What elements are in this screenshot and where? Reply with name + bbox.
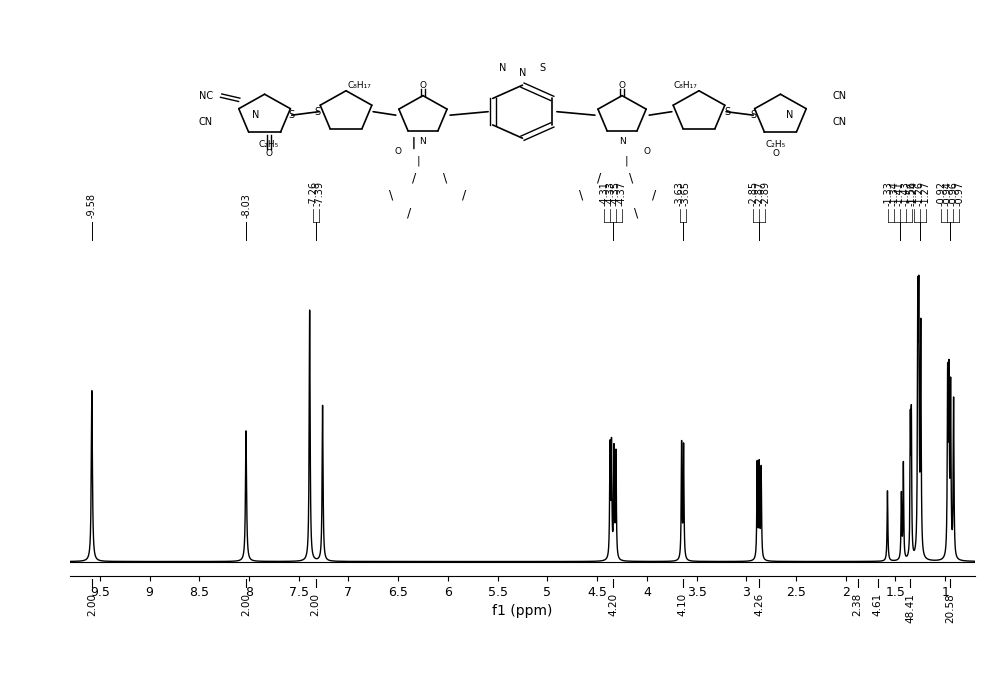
- Text: N: N: [786, 110, 793, 120]
- Text: C₂H₅: C₂H₅: [766, 140, 786, 149]
- Text: -1.43: -1.43: [901, 181, 911, 207]
- Text: O: O: [644, 147, 651, 156]
- Text: S: S: [539, 64, 545, 73]
- Text: S: S: [725, 107, 731, 117]
- Text: -0.96: -0.96: [948, 181, 958, 207]
- Text: -9.58: -9.58: [87, 193, 97, 218]
- Text: N: N: [252, 110, 259, 120]
- Text: NC: NC: [199, 91, 213, 101]
- Text: CN: CN: [199, 117, 213, 127]
- Text: -4.35: -4.35: [611, 181, 621, 207]
- Text: CN: CN: [832, 91, 846, 101]
- Text: N: N: [519, 68, 526, 78]
- X-axis label: f1 (ppm): f1 (ppm): [492, 604, 553, 618]
- Text: -1.56: -1.56: [907, 181, 917, 207]
- Text: -4.31: -4.31: [599, 181, 609, 207]
- Text: \: \: [629, 172, 633, 184]
- Text: -2.87: -2.87: [754, 181, 764, 207]
- Text: O: O: [266, 149, 273, 158]
- Text: -1.34: -1.34: [889, 181, 899, 207]
- Text: \: \: [443, 172, 448, 184]
- Text: /: /: [407, 207, 412, 219]
- Text: -2.89: -2.89: [760, 181, 770, 207]
- Text: O: O: [619, 82, 626, 90]
- Text: C₈H₁₇: C₈H₁₇: [673, 81, 697, 89]
- Text: \: \: [634, 207, 638, 219]
- Text: 2.00: 2.00: [87, 593, 97, 616]
- Text: N: N: [420, 138, 426, 146]
- Text: |: |: [417, 155, 420, 166]
- Text: -4.33: -4.33: [605, 181, 615, 207]
- Text: |: |: [625, 155, 628, 166]
- Text: CN: CN: [832, 117, 846, 127]
- Text: -1.33: -1.33: [883, 181, 893, 207]
- Text: 2.00: 2.00: [311, 593, 321, 616]
- Text: 4.20: 4.20: [608, 593, 618, 616]
- Text: -4.37: -4.37: [617, 181, 627, 207]
- Text: 4.10: 4.10: [678, 593, 688, 616]
- Text: \: \: [389, 189, 393, 202]
- Text: /: /: [412, 172, 416, 184]
- Text: 48.41: 48.41: [905, 593, 915, 623]
- Text: 4.61: 4.61: [873, 593, 883, 616]
- Text: O: O: [394, 147, 401, 156]
- Text: -1.27: -1.27: [921, 181, 931, 207]
- Text: -0.97: -0.97: [954, 181, 964, 207]
- Text: -7.26: -7.26: [308, 181, 318, 207]
- Text: \: \: [579, 189, 583, 202]
- Text: -0.92: -0.92: [936, 181, 946, 207]
- Text: O: O: [419, 82, 426, 90]
- Text: N: N: [619, 138, 625, 146]
- Text: S: S: [289, 110, 295, 120]
- Text: 2.00: 2.00: [241, 593, 251, 616]
- Text: /: /: [597, 172, 602, 184]
- Text: S: S: [750, 110, 756, 120]
- Text: -1.41: -1.41: [895, 181, 905, 207]
- Text: C₂H₅: C₂H₅: [259, 140, 279, 149]
- Text: 4.26: 4.26: [754, 593, 764, 616]
- Text: -2.85: -2.85: [748, 181, 758, 207]
- Text: C₈H₁₇: C₈H₁₇: [348, 81, 372, 89]
- Text: -7.39: -7.39: [314, 181, 324, 207]
- Text: 2.38: 2.38: [853, 593, 863, 616]
- Text: 20.58: 20.58: [945, 593, 955, 623]
- Text: S: S: [314, 107, 320, 117]
- Text: O: O: [772, 149, 779, 158]
- Text: -0.94: -0.94: [942, 181, 952, 207]
- Text: -3.63: -3.63: [675, 181, 685, 207]
- Text: -3.65: -3.65: [681, 181, 691, 207]
- Text: /: /: [652, 189, 656, 202]
- Text: -8.03: -8.03: [241, 193, 251, 218]
- Text: /: /: [462, 189, 466, 202]
- Text: N: N: [499, 64, 506, 73]
- Text: -1.26: -1.26: [915, 181, 925, 207]
- Text: -1.24: -1.24: [909, 181, 919, 207]
